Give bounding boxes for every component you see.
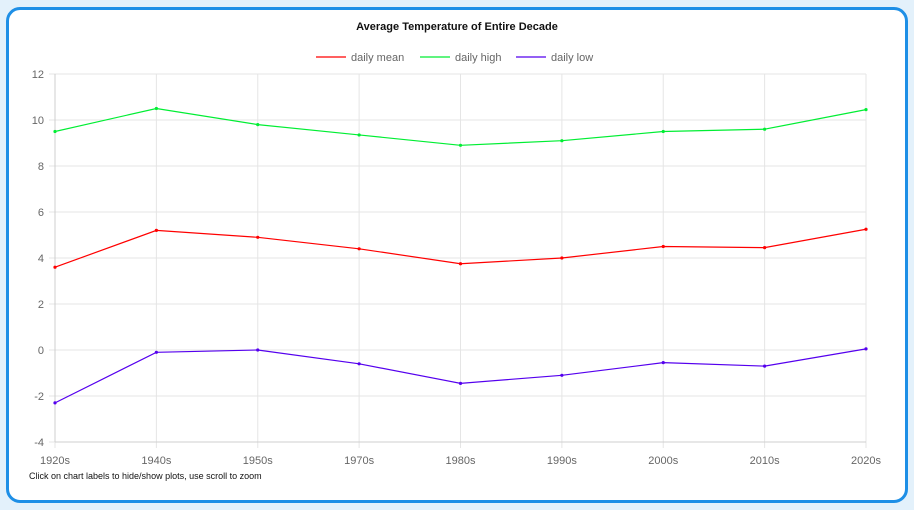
grid-lines [49,73,867,448]
y-tick-label: 0 [38,345,44,357]
point-daily-high[interactable] [53,129,57,134]
x-tick-label: 1950s [243,455,273,467]
legend-item-daily-mean[interactable]: daily mean [316,52,404,64]
x-tick-label: 1920s [40,455,70,467]
point-daily-mean[interactable] [53,265,57,269]
x-tick-label: 2020s [851,455,881,467]
x-tick-label: 2010s [750,455,780,467]
point-daily-low[interactable] [763,364,767,368]
point-daily-low[interactable] [560,373,564,377]
legend-label-daily-high[interactable]: daily high [455,52,501,64]
y-tick-label: 2 [38,299,44,311]
point-daily-high[interactable] [154,106,158,111]
legend-label-daily-low[interactable]: daily low [551,52,593,64]
legend: daily mean daily high daily low [316,52,593,64]
legend-item-daily-high[interactable]: daily high [420,52,501,64]
chart-hint: Click on chart labels to hide/show plots… [29,471,262,481]
x-tick-label: 1980s [446,455,476,467]
point-daily-high[interactable] [763,127,767,131]
point-daily-mean[interactable] [763,246,767,250]
series-lines [53,106,868,405]
point-daily-low[interactable] [458,381,463,385]
y-tick-label: 8 [38,161,44,173]
x-tick-label: 1940s [141,455,171,467]
y-tick-label: 4 [38,253,44,265]
x-tick-label: 1990s [547,455,577,467]
point-daily-mean[interactable] [560,256,564,260]
y-tick-label: 10 [32,115,44,127]
y-tick-label: -4 [34,437,44,449]
point-daily-low[interactable] [53,401,57,405]
point-daily-mean[interactable] [154,228,158,232]
point-daily-high[interactable] [560,139,564,143]
y-tick-label: -2 [34,391,44,403]
x-tick-label: 1970s [344,455,374,467]
point-daily-high[interactable] [661,129,665,134]
point-daily-high[interactable] [357,133,361,137]
legend-label-daily-mean[interactable]: daily mean [351,52,404,64]
point-daily-high[interactable] [864,108,868,112]
point-daily-low[interactable] [154,350,158,354]
point-daily-mean[interactable] [661,244,665,249]
x-tick-label: 2000s [648,455,678,467]
y-axis-ticks: 12 10 8 6 4 2 0 -2 -4 [32,69,44,449]
y-tick-label: 6 [38,207,44,219]
point-daily-low[interactable] [864,347,868,351]
point-daily-mean[interactable] [256,235,260,239]
point-daily-mean[interactable] [458,262,463,266]
point-daily-low[interactable] [256,348,260,352]
legend-item-daily-low[interactable]: daily low [516,52,593,64]
point-daily-low[interactable] [357,362,361,366]
point-daily-mean[interactable] [357,247,361,251]
point-daily-mean[interactable] [864,227,868,231]
point-daily-high[interactable] [458,143,463,147]
point-daily-low[interactable] [661,361,665,365]
x-axis-ticks: 1920s 1940s 1950s 1970s 1980s 1990s 2000s 2010s… [40,455,881,467]
chart-title: Average Temperature of Entire Decade [356,21,558,33]
point-daily-high[interactable] [256,123,260,127]
y-tick-label: 12 [32,69,44,81]
